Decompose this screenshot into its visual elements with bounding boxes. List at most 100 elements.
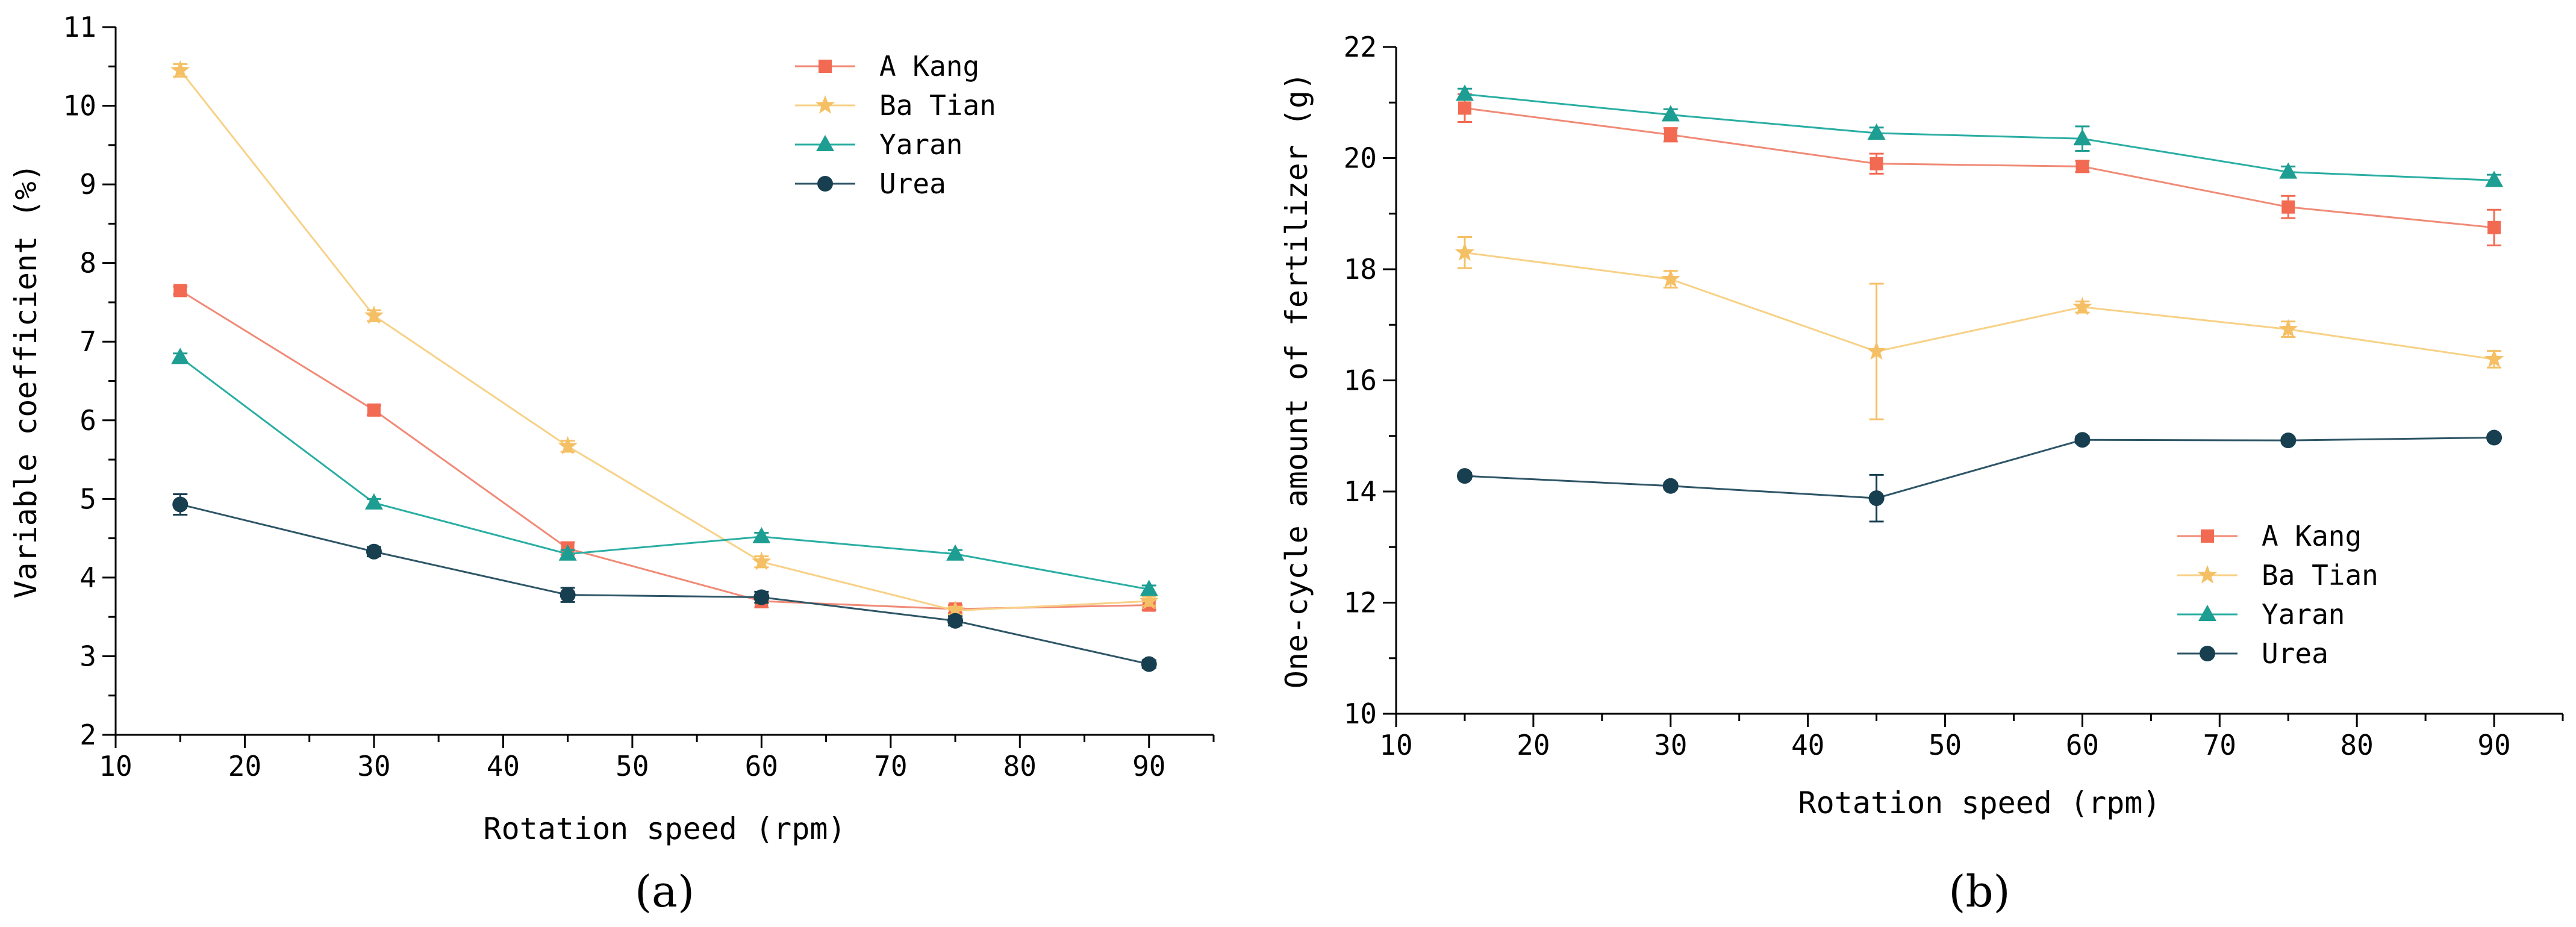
y-tick-label: 9 [80, 168, 96, 201]
y-axis-title: Variable coefficient (%) [8, 163, 43, 598]
legend-label: Ba Tian [879, 89, 996, 122]
y-tick-label: 8 [80, 247, 96, 279]
data-point [2072, 296, 2092, 316]
data-point [1664, 128, 1677, 142]
data-point [171, 348, 190, 364]
x-tick-label: 30 [357, 750, 390, 782]
legend: A Kang Ba Tian Yaran Urea [2177, 520, 2378, 670]
data-point [2075, 160, 2089, 173]
y-tick-label: 14 [1344, 475, 1377, 508]
data-point [2486, 429, 2503, 446]
data-point [753, 589, 770, 605]
series-line-ba-tian [179, 69, 1149, 612]
data-point [945, 600, 965, 619]
data-point [173, 284, 187, 298]
data-point [1867, 123, 1886, 140]
data-point [752, 527, 771, 543]
y-tick-label: 10 [1344, 698, 1377, 730]
legend-marker [816, 135, 834, 151]
legend-marker [2201, 529, 2214, 543]
data-point [2279, 162, 2298, 179]
y-tick-label: 22 [1344, 31, 1377, 63]
series-line-yaran [1464, 93, 2495, 181]
data-point [1141, 656, 1157, 672]
data-point [2073, 129, 2092, 146]
chart-panel-a: 10 20 30 40 50 60 70 80 90 2 3 4 5 6 7 8 9 10 11 Rotation s… [8, 11, 1215, 917]
legend-marker [2200, 646, 2215, 661]
panel-label: (a) [635, 866, 694, 917]
legend-label: Yaran [879, 128, 962, 161]
y-tick-label: 20 [1344, 142, 1377, 175]
legend-marker [819, 60, 832, 73]
data-point [752, 551, 772, 570]
legend-marker [2197, 565, 2218, 584]
x-tick-label: 50 [1929, 729, 1962, 761]
data-point [2487, 220, 2501, 234]
legend-label: Urea [2262, 637, 2328, 670]
data-point [172, 496, 189, 513]
data-point [1140, 579, 1158, 596]
legend-label: Yaran [2262, 598, 2345, 631]
y-tick-label: 11 [63, 11, 96, 43]
series-line-a-kang [1464, 107, 2495, 229]
y-tick-label: 12 [1344, 587, 1377, 619]
data-point [364, 305, 384, 324]
y-tick-label: 10 [63, 90, 96, 122]
legend-label: A Kang [2262, 520, 2362, 552]
y-tick-label: 7 [80, 325, 96, 358]
panel-label: (b) [1948, 866, 2010, 917]
data-point [558, 435, 578, 455]
x-tick-label: 70 [2203, 729, 2236, 761]
y-tick-label: 2 [80, 719, 96, 751]
data-point [1868, 490, 1885, 507]
data-point [946, 544, 965, 561]
y-tick-label: 6 [80, 404, 96, 437]
x-tick-label: 40 [1791, 729, 1824, 761]
data-point [2281, 200, 2295, 214]
series-line-yaran [179, 357, 1150, 590]
legend-marker [815, 95, 835, 114]
data-point [2484, 349, 2504, 368]
y-tick-label: 4 [80, 561, 96, 594]
data-point [1139, 591, 1159, 610]
x-tick-label: 20 [228, 750, 261, 782]
data-point [558, 544, 577, 561]
x-tick-label: 50 [616, 750, 649, 782]
x-tick-label: 70 [874, 750, 907, 782]
legend: A Kang Ba Tian Yaran Urea [795, 50, 996, 200]
legend-marker [817, 176, 833, 192]
series-line-ba-tian [1464, 251, 2495, 360]
y-tick-label: 5 [80, 482, 96, 515]
data-point [366, 543, 382, 560]
chart-panel-b: 10 20 30 40 50 60 70 80 90 10 12 14 16 18 20 22 Rotation… [1279, 31, 2564, 917]
x-tick-label: 60 [745, 750, 778, 782]
x-tick-label: 20 [1517, 729, 1550, 761]
x-tick-label: 10 [1379, 729, 1412, 761]
data-point [170, 60, 190, 79]
legend-marker [2198, 605, 2216, 621]
series-line-urea [179, 504, 1150, 665]
legend-label: A Kang [879, 50, 979, 83]
y-tick-label: 3 [80, 640, 96, 672]
data-point [2485, 170, 2504, 187]
data-point [367, 403, 381, 417]
y-axis-title: One-cycle amount of fertilizer (g) [1279, 72, 1314, 689]
series-line-a-kang [179, 290, 1149, 610]
x-tick-label: 90 [2477, 729, 2510, 761]
data-point [2280, 432, 2297, 449]
x-axis-title: Rotation speed (rpm) [483, 811, 846, 846]
data-point [1455, 84, 1474, 101]
data-point [1455, 242, 1475, 261]
data-point [1661, 269, 1680, 288]
y-tick-label: 18 [1344, 253, 1377, 286]
data-point [364, 493, 383, 510]
data-point [1870, 157, 1883, 170]
data-point [560, 587, 576, 603]
data-point [1662, 478, 1679, 494]
data-point [2074, 432, 2091, 448]
data-point [947, 613, 964, 629]
x-tick-label: 40 [487, 750, 520, 782]
data-point [1456, 468, 1473, 484]
legend-label: Ba Tian [2262, 559, 2378, 591]
